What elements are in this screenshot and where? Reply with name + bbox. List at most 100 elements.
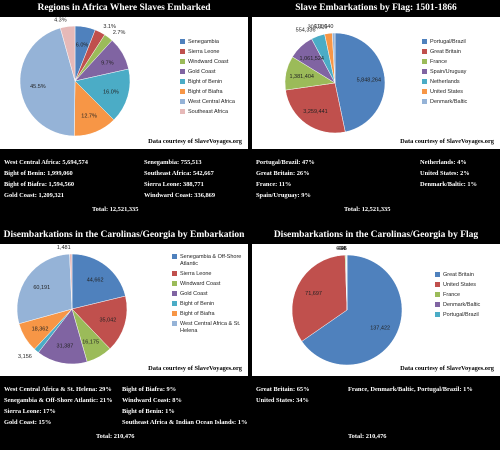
stat-line: France: 11% — [256, 181, 292, 188]
legend-swatch — [422, 39, 427, 44]
legend-label: Portugal/Brazil — [430, 39, 466, 45]
legend-label: Denmark/Baltic — [430, 99, 468, 105]
panel-disembarkation-regions: Disembarkations in the Carolinas/Georgia… — [0, 227, 248, 450]
legend-label: West Central Africa — [188, 99, 236, 105]
slice-data-label: 111,040 — [314, 24, 333, 30]
legend-swatch — [172, 254, 177, 259]
stat-line: Bight of Benin: 1% — [122, 408, 175, 415]
legend-swatch — [180, 79, 185, 84]
courtesy-note: Data courtesy of SlaveVoyages.org — [400, 365, 494, 372]
slice-data-label: 1,481 — [57, 245, 71, 251]
slice-data-label: 3,259,441 — [303, 109, 327, 115]
stat-line: United States: 34% — [256, 397, 309, 404]
legend-label: Gold Coast — [188, 69, 216, 75]
legend-swatch — [435, 302, 440, 307]
stat-line: Southeast Africa: 542,667 — [144, 170, 214, 177]
pie-slice — [334, 32, 386, 133]
pie-slice — [291, 254, 348, 342]
slice-data-label: 554,336 — [296, 27, 316, 33]
stat-line: Windward Coast: 8% — [122, 397, 182, 404]
panel-title: Disembarkations in the Carolinas/Georgia… — [3, 230, 245, 257]
slice-data-label: 16.0% — [103, 89, 119, 95]
legend-swatch — [172, 271, 177, 276]
pie-slice — [74, 68, 131, 121]
legend-label: Bight of Biafra — [180, 311, 215, 317]
legend-label: United States — [443, 282, 476, 288]
stat-line: Southeast Africa & Indian Ocean Islands:… — [122, 419, 248, 426]
legend-label: Southeast Africa — [188, 109, 229, 115]
stat-line: Great Britain: 26% — [256, 170, 310, 177]
pie-slice — [19, 27, 76, 137]
slice-data-label: 45.5% — [30, 84, 46, 90]
legend-label: Senegambia & Off-Shore — [180, 254, 241, 260]
stat-line: Bight of Biafra: 9% — [122, 386, 177, 393]
legend-label: Sierra Leone — [180, 271, 212, 277]
slice-data-label: 35,042 — [99, 318, 116, 324]
pie-slice — [69, 253, 73, 310]
pie-slice — [331, 32, 336, 84]
stat-line: Gold Coast: 1,209,321 — [4, 192, 65, 199]
total-label: Total: 12,521,335 — [92, 206, 139, 213]
stat-line: West Central Africa & St. Helena: 29% — [4, 386, 112, 393]
legend-swatch — [422, 99, 427, 104]
slice-data-label: 18,362 — [32, 326, 49, 332]
slice-data-label: 5,848,264 — [357, 77, 381, 83]
stat-line: Netherlands: 4% — [420, 159, 467, 166]
legend-swatch — [435, 292, 440, 297]
legend-label: Senegambia — [188, 39, 220, 45]
pie-chart: 6.0% 3.1%2.7% 9.7% 16.0% 12.7% 45.5% 4.3% Seneg… — [19, 18, 236, 137]
legend-label: Windward Coast — [188, 59, 229, 65]
slice-data-label: 1,381,404 — [289, 74, 313, 80]
panel-disembarkations-by-flag: Disembarkations in the Carolinas/Georgia… — [252, 227, 500, 450]
legend-label: Helena — [180, 328, 198, 334]
legend-swatch — [435, 312, 440, 317]
chart-area: 137,422 71,697 614 448 95 Great Britain United… — [252, 244, 500, 376]
stat-line: United States: 2% — [420, 170, 470, 177]
stat-line: Bight of Biafra: 1,594,560 — [4, 181, 75, 188]
legend-label: Great Britain — [430, 49, 461, 55]
stats-block: West Central Africa & St. Helena: 29% Se… — [0, 379, 248, 450]
legend-swatch — [422, 89, 427, 94]
total-label: Total: 210,476 — [96, 433, 135, 440]
panel-title: Disembarkations in the Carolinas/Georgia… — [273, 230, 479, 240]
slice-data-label: 95 — [341, 246, 347, 252]
legend-label: Bight of Biafra — [188, 89, 223, 95]
slice-data-label: 614 — [336, 246, 345, 252]
chart-area: 44,662 35,042 16,175 31,387 3,156 18,362 60,19… — [0, 244, 248, 376]
stats-block: Great Britain: 65% United States: 34% Fr… — [252, 379, 500, 450]
stat-line: Sierra Leone: 17% — [4, 408, 56, 415]
pie-slice — [285, 82, 346, 134]
legend-swatch — [180, 109, 185, 114]
stat-line: Great Britain: 65% — [256, 386, 310, 393]
legend-swatch — [180, 89, 185, 94]
legend-label: Windward Coast — [180, 281, 221, 287]
pie-slice — [71, 253, 126, 310]
legend-label: Denmark/Baltic — [443, 302, 481, 308]
legend-label: Gold Coast — [180, 291, 208, 297]
legend-swatch — [180, 99, 185, 104]
pie-slice — [38, 308, 88, 365]
stat-line: West Central Africa: 5,694,574 — [4, 159, 88, 166]
legend-label: United States — [430, 89, 463, 95]
pie-slice — [60, 25, 76, 82]
stats-block: Portugal/Brazil: 47% Great Britain: 26% … — [252, 152, 500, 223]
courtesy-note: Data courtesy of SlaveVoyages.org — [400, 138, 494, 145]
legend-label: France — [430, 59, 447, 65]
legend-swatch — [172, 311, 177, 316]
panel-embarkation-regions: Regions in Africa Where Slaves Embarked … — [0, 0, 248, 223]
legend-swatch — [180, 39, 185, 44]
slice-data-label: 1,061,524 — [300, 56, 324, 62]
stat-line: Spain/Uruguay: 9% — [256, 192, 311, 199]
slice-data-label: 2.7% — [113, 30, 126, 36]
pie-slice — [16, 253, 73, 325]
slice-data-label: 305,326 — [308, 24, 328, 30]
pie-chart: 5,848,264 3,259,441 1,381,404 1,061,524 554,… — [284, 24, 468, 134]
legend-label: Netherlands — [430, 79, 460, 85]
legend-label: Sierra Leone — [188, 49, 220, 55]
legend-label: Atlantic — [180, 261, 198, 267]
stat-line: Senegambia: 755,513 — [144, 159, 202, 166]
legend-swatch — [172, 301, 177, 306]
stat-line: Bight of Benin: 1,999,060 — [4, 170, 73, 177]
